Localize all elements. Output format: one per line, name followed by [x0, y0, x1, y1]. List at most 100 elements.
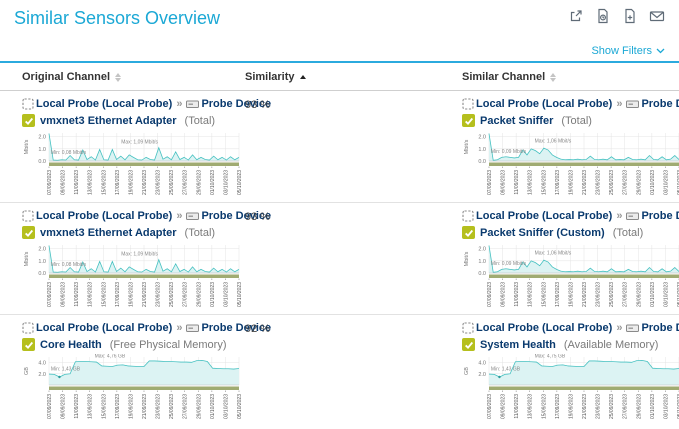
breadcrumb-probe[interactable]: Local Probe (Local Probe) — [476, 210, 613, 222]
column-header-similar-channel[interactable]: Similar Channel — [462, 71, 679, 83]
open-external-icon[interactable] — [568, 8, 584, 24]
sensor-name[interactable]: Core Health — [40, 338, 102, 351]
sensor-name[interactable]: vmxnet3 Ethernet Adapter — [40, 226, 177, 239]
svg-text:0.0: 0.0 — [478, 271, 486, 277]
breadcrumb-probe[interactable]: Local Probe (Local Probe) — [476, 322, 613, 334]
mini-graph-similar[interactable]: 2.0 4.0 Min: 1,43 GB Max: 4,75 GB 07/09/2023… — [462, 353, 679, 424]
svg-text:03/10/2023: 03/10/2023 — [223, 394, 229, 419]
svg-text:19/09/2023: 19/09/2023 — [128, 282, 134, 307]
breadcrumb-device[interactable]: Probe Device — [641, 210, 679, 222]
table-header: Original Channel Similarity Similar Chan… — [0, 63, 679, 91]
similarity-value: 93 % — [245, 211, 271, 223]
mini-graph-original[interactable]: 0.0 1.0 2.0 Min: 0,08 Mbit/s Max: 1,09 Mbit/… — [22, 130, 243, 200]
column-header-original-channel[interactable]: Original Channel — [22, 71, 245, 83]
sensor-name[interactable]: System Health — [480, 338, 556, 351]
svg-text:25/09/2023: 25/09/2023 — [609, 282, 615, 307]
svg-text:21/09/2023: 21/09/2023 — [142, 170, 148, 195]
svg-text:Max: 1,06 Mbit/s: Max: 1,06 Mbit/s — [535, 139, 572, 145]
svg-text:07/09/2023: 07/09/2023 — [487, 170, 493, 195]
svg-text:07/09/2023: 07/09/2023 — [487, 394, 493, 419]
column-header-similarity[interactable]: Similarity — [245, 71, 462, 83]
device-icon — [626, 323, 640, 333]
column-label: Similarity — [245, 71, 295, 83]
breadcrumb-device[interactable]: Probe Device — [201, 322, 272, 334]
svg-text:0.0: 0.0 — [478, 159, 486, 165]
svg-text:01/10/2023: 01/10/2023 — [650, 170, 656, 195]
svg-text:21/09/2023: 21/09/2023 — [582, 394, 588, 419]
mini-graph-original[interactable]: 2.0 4.0 Min: 1,43 GB Max: 4,76 GB 07/09/2023… — [22, 353, 243, 424]
svg-text:15/09/2023: 15/09/2023 — [101, 170, 107, 195]
mini-graph-similar[interactable]: 0.0 1.0 2.0 Min: 0,09 Mbit/s Max: 1,06 Mbit/… — [462, 242, 679, 312]
report-icon[interactable] — [595, 8, 611, 24]
channel-name: (Total) — [184, 114, 216, 127]
svg-text:19/09/2023: 19/09/2023 — [568, 282, 574, 307]
svg-text:01/10/2023: 01/10/2023 — [650, 282, 656, 307]
breadcrumb-separator: » — [616, 210, 623, 222]
original-channel-cell: Local Probe (Local Probe) » Probe Device… — [22, 98, 271, 200]
svg-text:25/09/2023: 25/09/2023 — [169, 170, 175, 195]
breadcrumb: Local Probe (Local Probe) » Probe Device — [462, 210, 679, 222]
svg-text:GB: GB — [24, 367, 30, 375]
breadcrumb-probe[interactable]: Local Probe (Local Probe) — [36, 98, 173, 110]
sensor-name[interactable]: vmxnet3 Ethernet Adapter — [40, 114, 177, 127]
sensor-name[interactable]: Packet Sniffer — [480, 114, 554, 127]
svg-text:Mbit/s: Mbit/s — [24, 139, 30, 154]
sensor-name[interactable]: Packet Sniffer (Custom) — [480, 226, 605, 239]
channel-name: (Total) — [561, 114, 592, 127]
svg-text:19/09/2023: 19/09/2023 — [128, 394, 134, 419]
breadcrumb-device[interactable]: Probe Device — [641, 322, 679, 334]
svg-text:Min: 1,43 GB: Min: 1,43 GB — [491, 367, 521, 373]
sort-asc-icon — [299, 75, 306, 79]
probe-icon — [22, 210, 34, 222]
breadcrumb-device[interactable]: Probe Device — [641, 98, 679, 110]
table-row: Local Probe (Local Probe) » Probe Device… — [0, 314, 679, 426]
svg-text:25/09/2023: 25/09/2023 — [169, 394, 175, 419]
breadcrumb-device[interactable]: Probe Device — [201, 98, 272, 110]
sensor-status-check-icon — [22, 226, 35, 239]
svg-text:29/09/2023: 29/09/2023 — [636, 394, 642, 419]
show-filters-link[interactable]: Show Filters — [591, 45, 665, 57]
filters-bar: Show Filters — [0, 40, 679, 61]
column-label: Original Channel — [22, 71, 111, 83]
breadcrumb-probe[interactable]: Local Probe (Local Probe) — [476, 98, 613, 110]
svg-text:29/09/2023: 29/09/2023 — [636, 282, 642, 307]
svg-text:4.0: 4.0 — [38, 361, 46, 367]
svg-text:Max: 4,75 GB: Max: 4,75 GB — [535, 354, 566, 359]
svg-text:15/09/2023: 15/09/2023 — [101, 394, 107, 419]
svg-text:27/09/2023: 27/09/2023 — [623, 170, 629, 195]
svg-text:03/10/2023: 03/10/2023 — [663, 394, 669, 419]
mini-graph-original[interactable]: 0.0 1.0 2.0 Min: 0,08 Mbit/s Max: 1,09 Mbit/… — [22, 242, 243, 312]
svg-text:15/09/2023: 15/09/2023 — [541, 394, 547, 419]
add-report-icon[interactable] — [622, 8, 638, 24]
breadcrumb-probe[interactable]: Local Probe (Local Probe) — [36, 210, 173, 222]
svg-text:13/09/2023: 13/09/2023 — [88, 282, 94, 307]
svg-text:23/09/2023: 23/09/2023 — [156, 282, 162, 307]
sort-icon — [550, 72, 557, 82]
svg-text:Min: 0,08 Mbit/s: Min: 0,08 Mbit/s — [51, 262, 87, 268]
email-icon[interactable] — [649, 8, 665, 24]
sensor-status-check-icon — [22, 338, 35, 351]
svg-text:07/09/2023: 07/09/2023 — [47, 394, 53, 419]
breadcrumb-device[interactable]: Probe Device — [201, 210, 272, 222]
svg-text:23/09/2023: 23/09/2023 — [156, 170, 162, 195]
svg-text:09/09/2023: 09/09/2023 — [501, 170, 507, 195]
svg-text:19/09/2023: 19/09/2023 — [568, 394, 574, 419]
svg-text:27/09/2023: 27/09/2023 — [183, 170, 189, 195]
svg-text:Mbit/s: Mbit/s — [464, 251, 470, 266]
svg-text:05/10/2023: 05/10/2023 — [237, 394, 242, 419]
svg-text:13/09/2023: 13/09/2023 — [528, 394, 534, 419]
sensor-status-check-icon — [22, 114, 35, 127]
breadcrumb-probe[interactable]: Local Probe (Local Probe) — [36, 322, 173, 334]
svg-text:Min: 1,43 GB: Min: 1,43 GB — [51, 367, 81, 373]
mini-graph-similar[interactable]: 0.0 1.0 2.0 Min: 0,09 Mbit/s Max: 1,06 Mbit/… — [462, 130, 679, 200]
svg-text:29/09/2023: 29/09/2023 — [636, 170, 642, 195]
sensor-status-check-icon — [462, 226, 475, 239]
svg-text:25/09/2023: 25/09/2023 — [169, 282, 175, 307]
svg-text:Max: 4,76 GB: Max: 4,76 GB — [95, 354, 126, 359]
svg-text:13/09/2023: 13/09/2023 — [528, 170, 534, 195]
device-icon — [626, 211, 640, 221]
svg-text:2.0: 2.0 — [478, 372, 486, 378]
svg-text:03/10/2023: 03/10/2023 — [223, 170, 229, 195]
sensor-line: Packet Sniffer (Custom) (Total) — [462, 226, 679, 239]
sensor-line: vmxnet3 Ethernet Adapter (Total) — [22, 226, 245, 239]
